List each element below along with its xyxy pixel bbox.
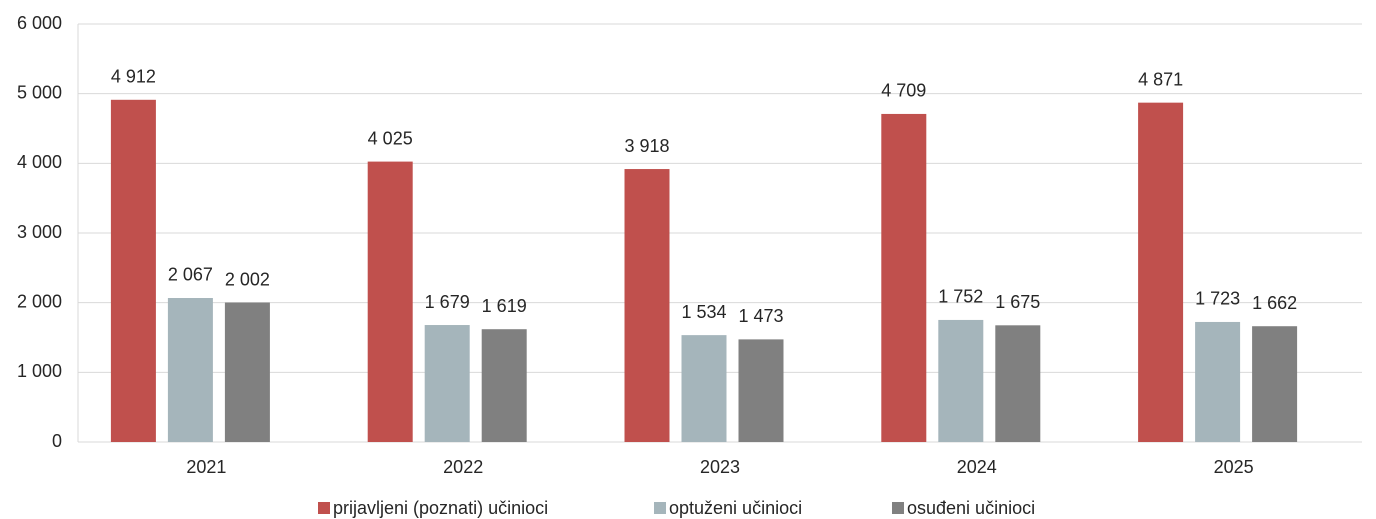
bar — [624, 169, 670, 442]
bar — [938, 319, 984, 442]
bar — [367, 161, 413, 442]
bar — [1252, 326, 1298, 442]
data-label: 4 871 — [1138, 69, 1183, 89]
bar — [167, 297, 213, 442]
data-label: 1 723 — [1195, 289, 1240, 309]
bar — [110, 99, 156, 442]
bar — [1195, 321, 1241, 442]
y-tick-label: 6 000 — [17, 13, 62, 33]
data-label: 2 002 — [225, 269, 270, 289]
y-tick-label: 2 000 — [17, 291, 62, 311]
legend-swatch — [892, 502, 904, 514]
bar — [1138, 102, 1184, 443]
bar — [681, 335, 727, 442]
bar — [481, 329, 527, 442]
data-label: 1 679 — [425, 292, 470, 312]
x-tick-label: 2025 — [1214, 457, 1254, 477]
legend-swatch — [654, 502, 666, 514]
data-label: 1 534 — [681, 302, 726, 322]
legend-label: prijavljeni (poznati) učinioci — [333, 498, 548, 518]
y-tick-label: 5 000 — [17, 82, 62, 102]
y-tick-label: 3 000 — [17, 222, 62, 242]
bar — [424, 325, 470, 442]
data-label: 1 662 — [1252, 293, 1297, 313]
data-label: 4 709 — [881, 81, 926, 101]
legend-swatch — [318, 502, 330, 514]
x-tick-label: 2021 — [186, 457, 226, 477]
data-label: 1 473 — [738, 306, 783, 326]
data-label: 1 752 — [938, 287, 983, 307]
data-label: 1 675 — [995, 292, 1040, 312]
y-tick-label: 1 000 — [17, 361, 62, 381]
x-tick-label: 2022 — [443, 457, 483, 477]
legend-label: optuženi učinioci — [669, 498, 802, 518]
data-label: 4 025 — [368, 128, 413, 148]
data-label: 2 067 — [168, 265, 213, 285]
bar — [995, 325, 1041, 442]
bar — [738, 339, 784, 442]
x-tick-label: 2023 — [700, 457, 740, 477]
data-label: 3 918 — [624, 136, 669, 156]
bar — [881, 113, 927, 442]
legend-label: osuđeni učinioci — [907, 498, 1035, 518]
bar — [224, 302, 270, 442]
data-label: 1 619 — [482, 296, 527, 316]
data-label: 4 912 — [111, 67, 156, 87]
y-tick-label: 4 000 — [17, 152, 62, 172]
x-tick-label: 2024 — [957, 457, 997, 477]
y-tick-label: 0 — [52, 431, 62, 451]
